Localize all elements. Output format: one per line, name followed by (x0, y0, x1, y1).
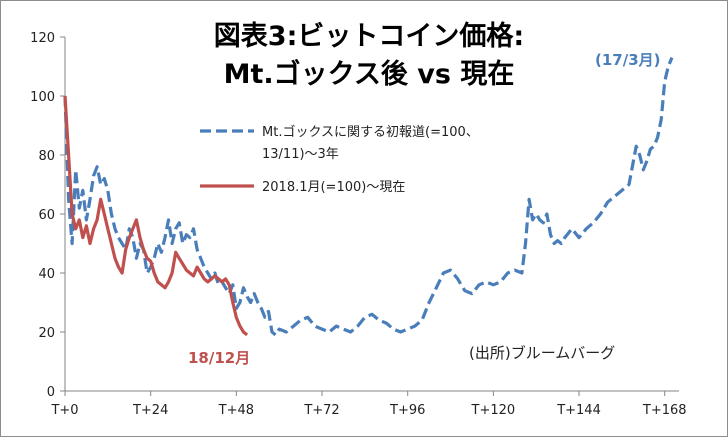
x-tick-label: T+96 (389, 403, 425, 418)
chart-title-line2: Mt.ゴックス後 vs 現在 (224, 58, 515, 90)
y-tick-label: 120 (30, 31, 55, 46)
chart-title-line1: 図表3:ビットコイン価格: (214, 21, 524, 52)
source-note: (出所)ブルームバーグ (469, 344, 615, 362)
end-label-mtgox: (17/3月) (595, 51, 661, 69)
y-tick-label: 40 (38, 267, 55, 282)
x-tick-label: T+0 (50, 403, 78, 418)
x-tick-label: T+72 (303, 403, 339, 418)
end-label-2018: 18/12月 (188, 349, 250, 367)
x-tick-label: T+144 (556, 403, 601, 418)
y-tick-label: 80 (38, 149, 55, 164)
y-tick-label: 0 (47, 385, 55, 400)
series-line-mtgox (63, 57, 674, 337)
series-line-2018 (63, 95, 249, 337)
x-tick-label: T+48 (218, 403, 254, 418)
legend-label-2018: 2018.1月(=100)〜現在 (262, 180, 405, 195)
x-tick-label: T+120 (471, 403, 516, 418)
y-tick-label: 20 (38, 326, 55, 341)
legend: Mt.ゴックスに関する初報道(=100、 13/11)〜3年 2018.1月(=… (200, 124, 479, 195)
y-tick-label: 100 (30, 90, 55, 105)
x-tick-label: T+168 (642, 403, 687, 418)
legend-label-mtgox-line2: 13/11)〜3年 (262, 147, 339, 162)
y-tick-label: 60 (38, 208, 55, 223)
legend-label-mtgox-line1: Mt.ゴックスに関する初報道(=100、 (262, 124, 479, 140)
x-tick-label: T+24 (132, 403, 168, 418)
